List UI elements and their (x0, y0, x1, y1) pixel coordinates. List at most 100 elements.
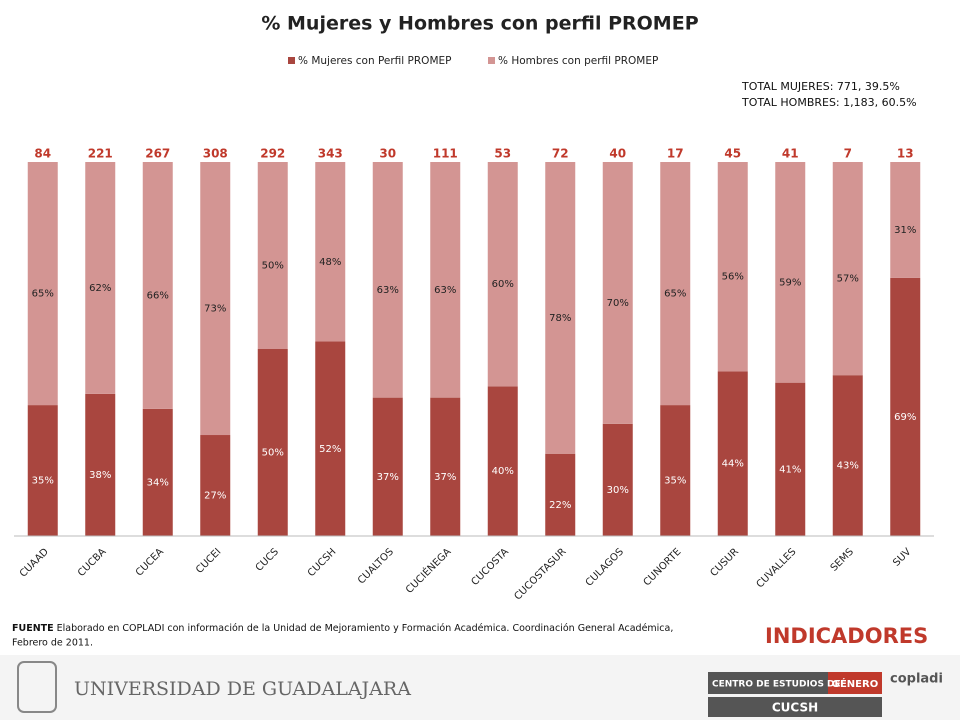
bar-segment (27, 405, 58, 536)
data-label: 35% (32, 476, 54, 487)
bar-segment (85, 162, 116, 394)
total-label: 41 (782, 147, 799, 161)
x-tick-label: CUCOSTASUR (512, 546, 568, 602)
bar-segment (832, 375, 863, 536)
source-text: Febrero de 2011. (12, 638, 93, 649)
bar-segment (602, 162, 633, 424)
bar-segment (257, 162, 288, 349)
legend-swatch (288, 57, 295, 64)
university: UNIVERSIDAD DE GUADALAJARA (74, 678, 411, 700)
bar-segment (660, 405, 691, 536)
x-tick-label: CUCBA (76, 546, 109, 579)
data-label: 41% (779, 464, 801, 475)
data-label: 52% (319, 444, 341, 455)
x-tick-label: CUCEA (134, 546, 166, 578)
center-box (708, 672, 828, 694)
bar-segment (372, 162, 403, 398)
bar-segment (602, 423, 633, 536)
total-label: 40 (609, 147, 626, 161)
bar-segment (660, 162, 691, 406)
data-label: 78% (549, 313, 571, 324)
total-label: 111 (433, 147, 458, 161)
x-tick-label: CUCS (254, 546, 281, 573)
total-label: 292 (260, 147, 285, 161)
bar-segment (430, 397, 461, 536)
bar-segment (717, 162, 748, 372)
crest (17, 661, 57, 713)
annotation: TOTAL HOMBRES: 1,183, 60.5% (741, 96, 917, 109)
center-highlight: GÉNERO (832, 677, 878, 690)
x-tick-label: CULAGOS (584, 546, 626, 588)
data-label: 57% (837, 274, 859, 285)
legend-label: % Hombres con perfil PROMEP (498, 55, 658, 67)
bar-segment (200, 162, 231, 436)
data-label: 43% (837, 461, 859, 472)
x-tick-label: CUCOSTA (469, 546, 511, 588)
center-name: CENTRO DE ESTUDIOS DE (712, 680, 841, 690)
bar-segment (545, 453, 576, 536)
data-label: 62% (89, 283, 111, 294)
data-label: 70% (607, 298, 629, 309)
data-label: 66% (147, 290, 169, 301)
total-label: 343 (318, 147, 343, 161)
source-label: FUENTE (12, 623, 54, 634)
data-label: 31% (894, 225, 916, 236)
x-tick-label: CUCSH (306, 546, 339, 579)
annotation: TOTAL MUJERES: 771, 39.5% (741, 80, 900, 93)
bar-segment (487, 162, 518, 387)
data-label: 50% (262, 448, 284, 459)
bar-segment (85, 393, 116, 536)
data-label: 34% (147, 477, 169, 488)
data-label: 63% (434, 285, 456, 296)
data-label: 22% (549, 500, 571, 511)
data-label: 37% (377, 472, 399, 483)
x-tick-label: CUALTOS (356, 546, 396, 586)
legend-label: % Mujeres con Perfil PROMEP (298, 55, 451, 67)
data-label: 35% (664, 476, 686, 487)
bar-segment (142, 408, 173, 536)
unit: CUCSH (772, 701, 818, 715)
bar-segment (430, 162, 461, 398)
bar-segment (775, 162, 806, 383)
bar-segment (832, 162, 863, 376)
data-label: 27% (204, 491, 226, 502)
data-label: 65% (664, 289, 686, 300)
center-box-highlight (828, 672, 882, 694)
bar-segment (487, 386, 518, 536)
total-label: 221 (88, 147, 113, 161)
data-label: 65% (32, 289, 54, 300)
bar-segment (200, 435, 231, 536)
legend-swatch (488, 57, 495, 64)
bar-segment (372, 397, 403, 536)
bar-segment (315, 162, 346, 342)
bar-segment (890, 162, 921, 278)
total-label: 308 (203, 147, 228, 161)
data-label: 48% (319, 257, 341, 268)
unit-box (708, 697, 882, 717)
data-label: 50% (262, 261, 284, 272)
chart-title: % Mujeres y Hombres con perfil PROMEP (261, 13, 698, 35)
source: FUENTE Elaborado en COPLADI con informaci… (12, 623, 673, 634)
x-tick-label: CUSUR (709, 546, 742, 579)
data-label: 69% (894, 412, 916, 423)
data-label: 59% (779, 277, 801, 288)
source-text: Elaborado en COPLADI con información de … (57, 623, 674, 634)
bar-segment (257, 349, 288, 536)
bar-segment (890, 277, 921, 536)
total-label: 17 (667, 147, 684, 161)
section-title: INDICADORES (765, 624, 928, 648)
x-tick-label: SEMS (829, 546, 856, 573)
data-label: 73% (204, 304, 226, 315)
bar-segment (142, 162, 173, 409)
x-tick-label: CUCEI (194, 546, 223, 575)
bar-segment (717, 371, 748, 536)
bar-segment (315, 341, 346, 536)
x-tick-label: SUV (891, 546, 913, 568)
total-label: 45 (724, 147, 741, 161)
total-label: 53 (494, 147, 511, 161)
x-tick-label: CUAAD (18, 546, 51, 579)
total-label: 267 (145, 147, 170, 161)
data-label: 30% (607, 485, 629, 496)
data-label: 40% (492, 466, 514, 477)
